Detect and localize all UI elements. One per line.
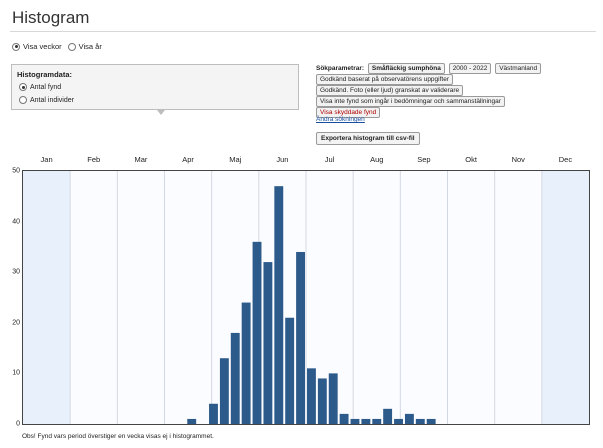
histogram-bar[interactable]: [372, 418, 382, 424]
count-individuals-option[interactable]: Antal individer: [19, 96, 74, 104]
count-finds-label: Antal fynd: [30, 83, 62, 91]
month-band: [541, 171, 589, 424]
month-band: [494, 171, 542, 424]
footnote: Obs! Fynd vars period överstiger en veck…: [22, 433, 214, 440]
histogram-bar[interactable]: [252, 241, 262, 424]
histogram-bar[interactable]: [219, 358, 229, 424]
histogram-bar[interactable]: [361, 418, 371, 424]
param-chip-observer[interactable]: Godkänd baserat på observatörens uppgift…: [316, 74, 454, 85]
change-search-link[interactable]: Ändra sökningen: [316, 116, 365, 123]
histogram-bar[interactable]: [241, 302, 251, 424]
month-label: Jul: [324, 155, 335, 164]
month-band: [400, 171, 448, 424]
histogram-bar[interactable]: [263, 262, 273, 424]
title-divider: [10, 31, 596, 32]
histogram-bar[interactable]: [187, 418, 197, 424]
histogram-data-panel: Histogramdata: Antal fynd Antal individe…: [11, 64, 299, 115]
histogram-data-heading: Histogramdata:: [17, 70, 73, 79]
view-years-label: Visa år: [78, 42, 102, 51]
month-band: [117, 171, 165, 424]
count-finds-radio[interactable]: [19, 83, 27, 91]
count-finds-option[interactable]: Antal fynd: [19, 83, 61, 91]
y-tick-label: 0: [16, 420, 20, 428]
view-toggle: Visa veckor Visa år: [12, 42, 108, 51]
param-chip-region[interactable]: Västmanland: [495, 63, 542, 74]
histogram-bar[interactable]: [394, 418, 403, 424]
histogram-bar[interactable]: [317, 378, 327, 424]
param-chip-protected[interactable]: Visa skyddade fynd: [316, 107, 381, 118]
view-weeks-radio[interactable]: [12, 42, 20, 51]
y-tick-label: 40: [12, 218, 20, 226]
y-tick-label: 10: [12, 369, 20, 377]
month-label: Aug: [370, 155, 384, 164]
month-band: [447, 171, 495, 424]
param-chip-photo[interactable]: Godkänd. Foto (eller ljud) granskat av v…: [316, 85, 464, 96]
month-label: Mar: [134, 155, 148, 164]
month-label: Nov: [511, 155, 525, 164]
histogram-bar[interactable]: [339, 413, 349, 424]
month-band: [23, 171, 71, 424]
month-label: Maj: [229, 155, 242, 164]
histogram-bar[interactable]: [307, 368, 316, 424]
param-chip-species[interactable]: Småfläckig sumphöna: [367, 63, 445, 74]
histogram-bar[interactable]: [415, 418, 425, 424]
plot-frame: [22, 170, 590, 425]
month-band: [70, 171, 118, 424]
count-individuals-label: Antal individer: [30, 96, 74, 104]
y-tick-label: 30: [12, 268, 20, 276]
histogram-bar[interactable]: [383, 408, 393, 424]
month-band: [164, 171, 212, 424]
month-label: Feb: [87, 155, 101, 164]
month-label: Jun: [276, 155, 289, 164]
month-label: Sep: [417, 155, 431, 164]
view-years-radio[interactable]: [67, 42, 76, 51]
view-weeks-option[interactable]: Visa veckor: [12, 42, 62, 51]
histogram-bar[interactable]: [274, 186, 284, 424]
export-csv-button[interactable]: Exportera histogram till csv-fil: [316, 132, 420, 145]
y-tick-label: 20: [12, 319, 20, 327]
histogram-bar[interactable]: [296, 251, 305, 424]
histogram-bar[interactable]: [230, 332, 240, 424]
histogram-bar[interactable]: [426, 418, 436, 424]
y-axis-labels: 0 10 20 30 40 50: [0, 0, 20, 448]
y-tick-label: 50: [12, 167, 20, 175]
histogram-bar[interactable]: [404, 413, 414, 424]
month-axis: Jan Feb Mar Apr Maj Jun Jul Aug Sep Okt Nov Dec: [0, 155, 603, 165]
param-chip-assessments[interactable]: Visa inte fynd som ingår i bedömningar o…: [316, 96, 505, 107]
month-label: Apr: [182, 155, 194, 164]
param-chip-years[interactable]: 2000 - 2022: [448, 63, 492, 74]
histogram-bar[interactable]: [209, 403, 218, 424]
panel-pointer: [157, 110, 165, 115]
month-label: Jan: [40, 155, 53, 164]
page-title: Histogram: [12, 8, 90, 27]
month-band: [353, 171, 401, 424]
count-individuals-radio[interactable]: [19, 96, 27, 104]
view-years-option[interactable]: Visa år: [67, 42, 102, 51]
histogram-bar[interactable]: [328, 373, 338, 424]
month-label: Dec: [558, 155, 573, 164]
histogram-bar[interactable]: [350, 418, 360, 424]
month-label: Okt: [465, 155, 477, 164]
search-params-label: Sökparametrar:: [316, 65, 365, 72]
view-weeks-label: Visa veckor: [23, 42, 62, 51]
histogram-bar[interactable]: [285, 317, 295, 424]
